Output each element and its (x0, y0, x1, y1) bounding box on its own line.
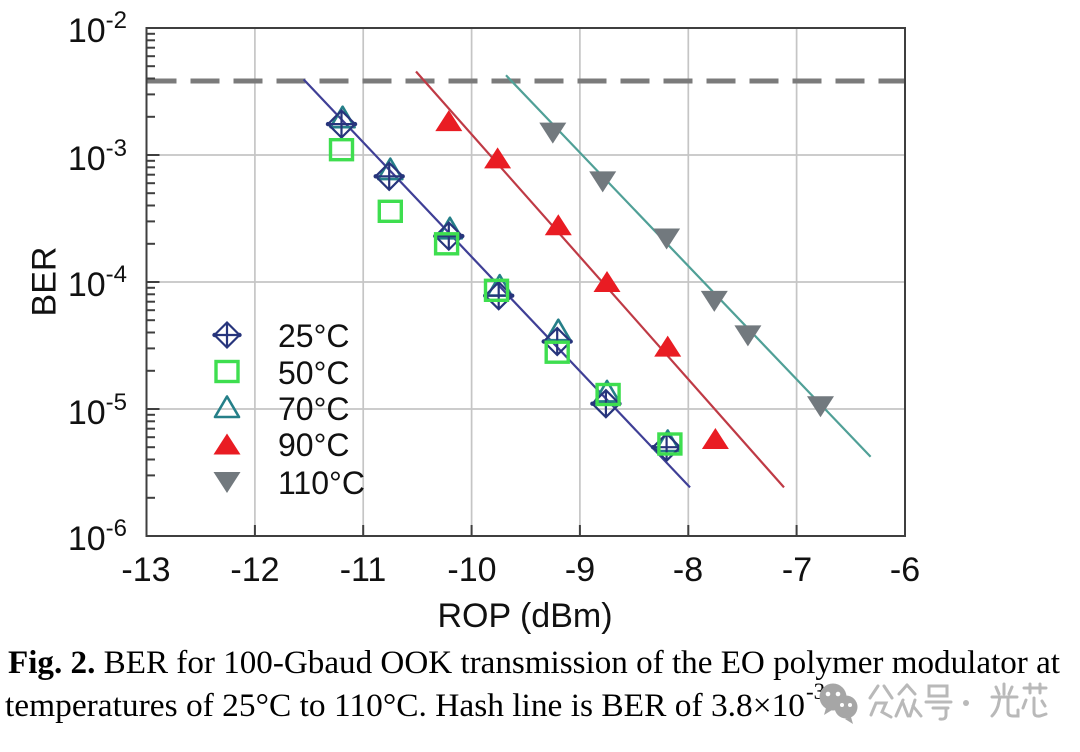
svg-text:temperatures of 25°C to 110°C.: temperatures of 25°C to 110°C. Hash line… (5, 688, 805, 724)
svg-text:10-6: 10-6 (68, 515, 127, 558)
svg-text:-7: -7 (782, 551, 812, 589)
svg-text:-10: -10 (447, 551, 496, 589)
svg-text:-8: -8 (673, 551, 703, 589)
svg-text:50°C: 50°C (278, 355, 350, 391)
svg-text:BER: BER (26, 247, 64, 317)
svg-text:90°C: 90°C (278, 427, 350, 463)
svg-text:-9: -9 (565, 551, 595, 589)
svg-text:10-4: 10-4 (68, 261, 127, 304)
svg-text:-12: -12 (230, 551, 279, 589)
svg-text:ROP (dBm): ROP (dBm) (437, 597, 612, 635)
svg-text:-13: -13 (121, 551, 170, 589)
svg-text:-6: -6 (890, 551, 920, 589)
svg-text:10-5: 10-5 (68, 389, 127, 432)
svg-text:70°C: 70°C (278, 391, 350, 427)
svg-text:10-2: 10-2 (68, 7, 127, 50)
svg-text:-11: -11 (340, 551, 387, 589)
svg-text:110°C: 110°C (278, 465, 365, 501)
svg-text:10-3: 10-3 (68, 135, 127, 178)
svg-text:Fig. 2. BER for 100-Gbaud OOK: Fig. 2. BER for 100-Gbaud OOK transmissi… (8, 645, 1060, 681)
svg-text:25°C: 25°C (278, 318, 350, 354)
